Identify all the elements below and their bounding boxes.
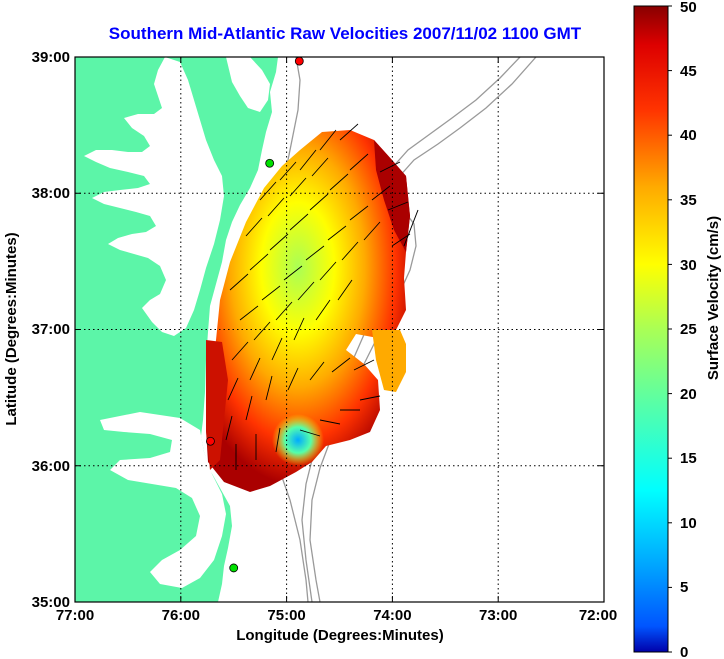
map-plot-area bbox=[74, 56, 605, 603]
y-tick-label: 39:00 bbox=[32, 49, 70, 66]
station-marker bbox=[294, 57, 304, 66]
pamlico-sound bbox=[100, 412, 226, 588]
colorbar-tick: 20 bbox=[680, 386, 697, 403]
colorbar-tick: 45 bbox=[680, 63, 697, 80]
x-tick-label: 73:00 bbox=[479, 607, 517, 624]
station-markers bbox=[206, 57, 304, 573]
colorbar-tick: 30 bbox=[680, 257, 697, 274]
axis-ticks bbox=[75, 57, 604, 602]
x-tick-label: 76:00 bbox=[162, 607, 200, 624]
colorbar-tick: 5 bbox=[680, 579, 688, 596]
y-tick-label: 38:00 bbox=[32, 185, 70, 202]
colorbar-gradient bbox=[633, 5, 669, 653]
delaware-bay bbox=[226, 57, 270, 112]
colorbar-tick: 0 bbox=[680, 644, 688, 659]
colorbar-tick: 25 bbox=[680, 321, 697, 338]
colorbar: 0 5 10 15 20 25 30 35 40 45 50 Surface V… bbox=[633, 0, 722, 659]
y-tick-label: 37:00 bbox=[32, 321, 70, 338]
y-tick-labels: 39:00 38:00 37:00 36:00 35:00 bbox=[32, 49, 70, 611]
x-tick-label: 77:00 bbox=[56, 607, 94, 624]
y-axis-label: Latitude (Degrees:Minutes) bbox=[3, 232, 20, 425]
colorbar-label: Surface Velocity (cm/s) bbox=[705, 216, 722, 380]
y-tick-label: 35:00 bbox=[32, 594, 70, 611]
map-title: Southern Mid-Atlantic Raw Velocities 200… bbox=[109, 24, 582, 43]
velocity-field bbox=[206, 130, 410, 492]
station-marker bbox=[265, 158, 275, 168]
colorbar-tick: 15 bbox=[680, 450, 697, 467]
station-marker bbox=[206, 436, 215, 446]
colorbar-tick: 10 bbox=[680, 515, 697, 532]
station-marker bbox=[229, 563, 239, 573]
y-tick-label: 36:00 bbox=[32, 458, 70, 475]
chesapeake-bay bbox=[84, 57, 224, 336]
velocity-vectors bbox=[225, 123, 419, 470]
map-grid bbox=[75, 57, 604, 602]
x-tick-label: 72:00 bbox=[579, 607, 617, 624]
colorbar-tick: 40 bbox=[680, 127, 697, 144]
x-tick-label: 74:00 bbox=[373, 607, 411, 624]
x-tick-label: 75:00 bbox=[267, 607, 305, 624]
colorbar-tick: 35 bbox=[680, 192, 697, 209]
x-tick-labels: 77:00 76:00 75:00 74:00 73:00 72:00 bbox=[56, 607, 617, 624]
x-axis-label: Longitude (Degrees:Minutes) bbox=[236, 627, 444, 644]
colorbar-tick: 50 bbox=[680, 0, 697, 16]
